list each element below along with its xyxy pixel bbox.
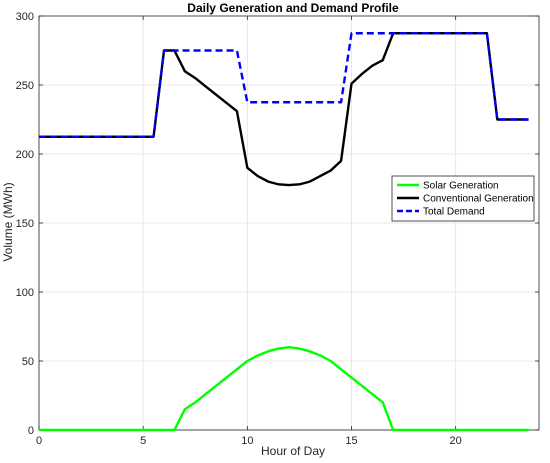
x-tick-label: 10 [241,435,253,447]
series-lines [39,32,529,432]
x-axis-label: Hour of Day [261,444,325,458]
legend-label: Solar Generation [423,181,499,192]
x-tick-label: 0 [36,435,42,447]
y-tick-label: 100 [16,287,34,299]
x-tick-label: 20 [450,435,462,447]
y-tick-label: 150 [16,218,34,230]
legend-label: Total Demand [423,207,485,218]
y-tick-label: 300 [16,11,34,23]
x-tick-label: 15 [345,435,357,447]
y-tick-label: 50 [22,356,34,368]
x-tick-label: 5 [140,435,146,447]
y-tick-label: 0 [28,425,34,437]
series-line-3 [39,32,529,138]
y-tick-label: 200 [16,149,34,161]
legend-label: Conventional Generation [423,194,534,205]
series-line-1 [39,346,529,432]
chart-title: Daily Generation and Demand Profile [187,1,399,15]
y-axis-label: Volume (MWh) [1,182,15,261]
y-tick-label: 250 [16,80,34,92]
legend: Solar Generation Conventional Generation T… [391,175,535,222]
